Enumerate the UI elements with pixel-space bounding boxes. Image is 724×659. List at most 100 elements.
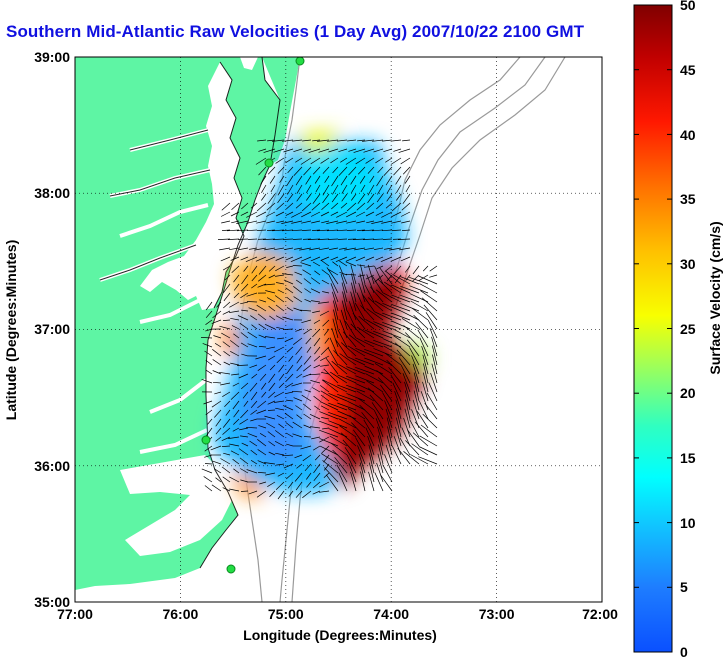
velocity-vector (321, 372, 330, 375)
velocity-vector (291, 382, 303, 387)
velocity-vector (341, 184, 348, 194)
velocity-vector (302, 269, 312, 276)
velocity-vector (220, 382, 231, 386)
velocity-vector (301, 211, 312, 218)
velocity-vector (335, 339, 348, 357)
velocity-vector (242, 391, 249, 399)
velocity-vector (377, 278, 393, 294)
velocity-vector (239, 427, 249, 431)
velocity-vector (332, 300, 339, 321)
velocity-vector (395, 426, 402, 447)
velocity-vector (303, 148, 312, 152)
velocity-vector (241, 274, 249, 285)
velocity-vector (373, 330, 393, 339)
velocity-vector (303, 436, 312, 438)
velocity-vector (275, 315, 285, 321)
velocity-vector (256, 211, 267, 218)
velocity-vector (359, 404, 375, 420)
velocity-vector (275, 304, 285, 312)
velocity-vector (358, 282, 366, 303)
velocity-vector (282, 238, 294, 240)
station-marker (201, 435, 211, 445)
velocity-vector (385, 270, 402, 285)
velocity-vector (274, 430, 285, 438)
velocity-vector (223, 283, 231, 294)
velocity-vector (364, 284, 375, 303)
velocity-vector (377, 184, 384, 195)
velocity-vector (345, 256, 357, 262)
velocity-vector (207, 418, 213, 425)
velocity-vector (365, 157, 375, 164)
velocity-vector (247, 331, 258, 339)
velocity-vector (420, 290, 438, 303)
velocity-vector (326, 220, 339, 224)
velocity-vector (412, 265, 420, 275)
velocity-vector (362, 139, 375, 142)
velocity-vector (319, 429, 339, 438)
velocity-vector (395, 417, 402, 438)
velocity-vector (376, 175, 384, 187)
velocity-vector (312, 387, 321, 393)
velocity-vector (230, 211, 240, 217)
velocity-vector (276, 355, 285, 364)
velocity-vector (259, 481, 267, 485)
velocity-vector (421, 345, 429, 366)
velocity-vector (212, 310, 222, 319)
velocity-vector (355, 357, 375, 366)
velocity-vector (215, 427, 222, 435)
velocity-vector (384, 265, 393, 272)
velocity-vector (346, 400, 366, 411)
velocity-vector (418, 446, 438, 456)
velocity-vector (348, 166, 357, 176)
velocity-vector (266, 229, 276, 231)
velocity-vector (377, 435, 384, 456)
velocity-vector (291, 390, 303, 393)
velocity-vector (356, 337, 375, 348)
velocity-vector (285, 373, 294, 382)
velocity-vector (233, 292, 240, 299)
velocity-vector (405, 399, 411, 420)
velocity-vector (392, 139, 402, 142)
velocity-vector (399, 437, 411, 456)
velocity-vector (369, 453, 375, 474)
velocity-vector (306, 184, 312, 193)
velocity-vector (286, 265, 294, 268)
velocity-vector (367, 166, 375, 174)
velocity-vector (374, 265, 384, 285)
velocity-vector (313, 364, 321, 369)
velocity-vector (310, 157, 321, 165)
velocity-vector (391, 211, 402, 218)
velocity-vector (367, 193, 375, 204)
velocity-vector (264, 247, 276, 251)
velocity-vector (351, 273, 357, 294)
colorbar-tick-label: 30 (680, 256, 696, 272)
velocity-vector (314, 346, 321, 355)
velocity-vector (239, 457, 249, 465)
velocity-vector (404, 175, 411, 184)
velocity-vector (413, 314, 429, 330)
velocity-vector (322, 460, 339, 474)
velocity-vector (357, 139, 366, 142)
velocity-vector (363, 419, 375, 438)
velocity-vector (331, 175, 339, 187)
velocity-vector (267, 193, 276, 204)
velocity-vector (332, 261, 339, 267)
velocity-vector (400, 303, 420, 312)
grid-lines (75, 57, 602, 602)
velocity-vector (269, 175, 276, 184)
velocity-vector (291, 220, 303, 224)
velocity-vector (205, 427, 213, 438)
velocity-vector (256, 409, 267, 414)
velocity-vector (380, 384, 393, 402)
velocity-vector (285, 382, 294, 389)
velocity-vector (261, 391, 267, 398)
velocity-vector (303, 355, 312, 365)
velocity-vector (258, 148, 267, 152)
velocity-vector (422, 413, 438, 429)
velocity-vector (230, 450, 240, 456)
velocity-vector (296, 414, 303, 420)
velocity-vector (419, 435, 438, 447)
velocity-vector (266, 346, 276, 350)
velocity-vector (405, 184, 411, 193)
velocity-vector (202, 343, 213, 348)
